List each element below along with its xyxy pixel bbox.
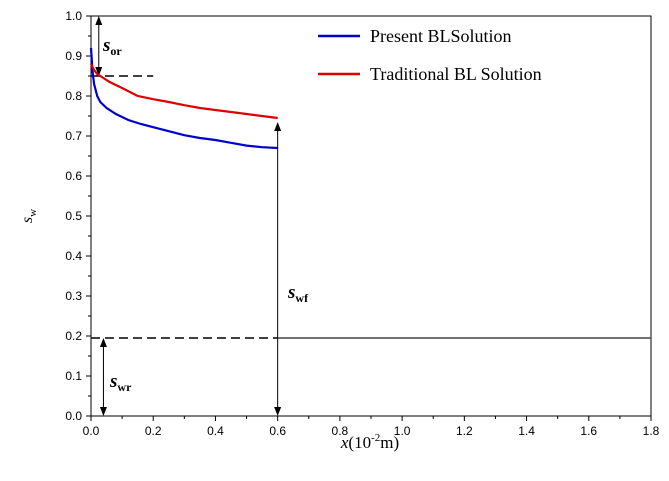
x-tick-label: 1.0 [394,424,411,438]
x-tick-label: 1.4 [518,424,535,438]
x-axis-label: x(10-2m) [340,432,399,452]
y-tick-label: 0.6 [65,169,82,183]
arrow-head [95,67,103,76]
y-tick-label: 0.2 [65,329,82,343]
y-tick-label: 1.0 [65,9,82,23]
x-tick-label: 1.2 [456,424,473,438]
y-tick-label: 0.5 [65,209,82,223]
arrow-head [99,407,107,416]
legend-label: Present BLSolution [370,26,512,46]
label-swr: swr [109,371,132,394]
tick-layer: 0.0 0.2 0.4 0.6 0.8 1.0 1.2 1.4 1.6 1.8 0.0 0.1 0.2 0… [65,9,659,438]
x-tick-label: 1.8 [643,424,660,438]
y-tick-label: 0.9 [65,49,82,63]
label-swf: swf [287,282,309,305]
legend-label: Traditional BL Solution [370,64,542,84]
series-layer [89,47,651,339]
x-tick-label: 0.4 [207,424,224,438]
legend: Present BLSolution Traditional BL Solutio… [318,26,542,84]
x-tick-label: 1.6 [580,424,597,438]
arrow-head [274,407,282,416]
y-tick-label: 0.0 [65,409,82,423]
y-axis-label: sw [19,209,39,223]
x-tick-label: 0.6 [269,424,286,438]
arrow-head [95,16,103,25]
x-tick-label: 0.0 [83,424,100,438]
y-tick-label: 0.8 [65,89,82,103]
y-tick-label: 0.7 [65,129,82,143]
y-tick-label: 0.3 [65,289,82,303]
series-line-present [89,47,278,150]
label-sor: sor [102,35,122,58]
series-line-traditional [90,63,278,120]
y-tick-label: 0.4 [65,249,82,263]
x-tick-label: 0.2 [145,424,162,438]
annotation-layer: sor swf swr [91,16,309,416]
y-tick-label: 0.1 [65,369,82,383]
arrow-head [274,122,282,131]
x-tick-label: 0.8 [332,424,349,438]
arrow-head [99,338,107,347]
